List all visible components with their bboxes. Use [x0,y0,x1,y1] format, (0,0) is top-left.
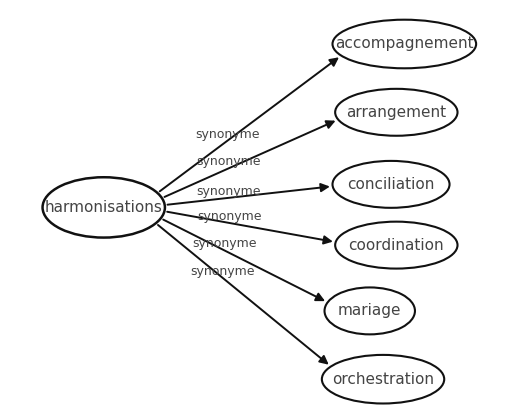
Text: synonyme: synonyme [195,128,260,141]
Text: coordination: coordination [348,238,444,253]
Text: synonyme: synonyme [197,210,262,223]
Text: synonyme: synonyme [192,237,256,250]
Text: harmonisations: harmonisations [45,200,163,215]
Ellipse shape [335,89,458,136]
Ellipse shape [325,287,415,334]
Text: conciliation: conciliation [347,177,435,192]
Text: synonyme: synonyme [190,265,255,278]
Ellipse shape [335,222,458,269]
Text: accompagnement: accompagnement [335,36,473,52]
Text: mariage: mariage [338,303,402,318]
Ellipse shape [322,355,444,403]
Text: orchestration: orchestration [332,372,434,387]
Text: synonyme: synonyme [197,155,261,168]
Text: synonyme: synonyme [196,185,261,198]
Ellipse shape [332,20,476,68]
Ellipse shape [43,177,165,238]
Text: arrangement: arrangement [346,105,446,120]
Ellipse shape [332,161,450,208]
